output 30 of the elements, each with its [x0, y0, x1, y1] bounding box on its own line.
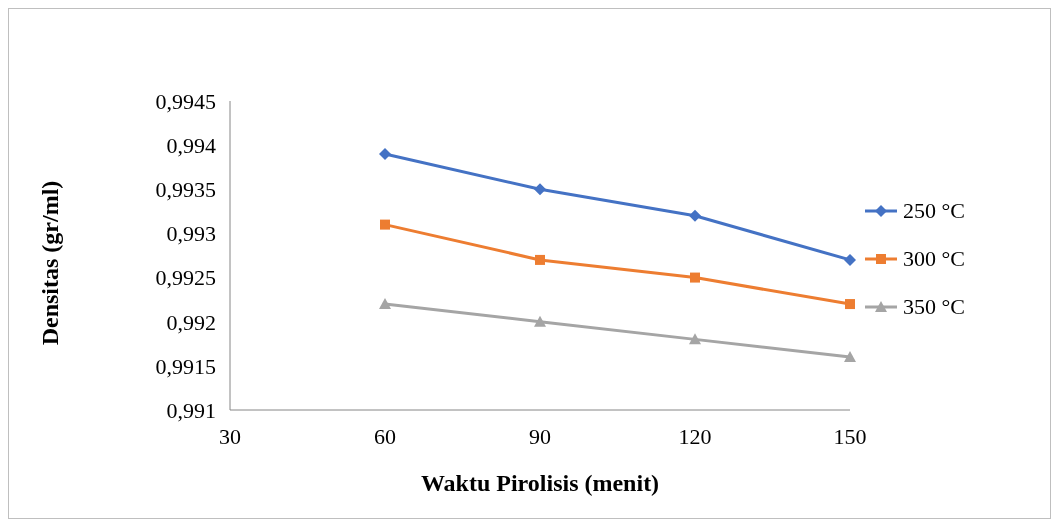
- y-tick-label: 0,992: [166, 309, 216, 335]
- legend-label: 250 °C: [903, 198, 965, 224]
- point: [845, 299, 855, 310]
- x-tick-label: 150: [833, 423, 867, 449]
- point: [690, 272, 700, 283]
- point: [534, 315, 546, 327]
- legend-label: 350 °C: [903, 294, 965, 320]
- y-axis-title: Densitas (gr/ml): [36, 180, 64, 346]
- y-tick-label: 0,9935: [155, 177, 216, 203]
- point: [380, 219, 390, 230]
- legend-label: 300 °C: [903, 246, 965, 272]
- x-tick-label: 120: [678, 423, 712, 449]
- y-tick-label: 0,993: [166, 221, 216, 247]
- x-axis-title: Waktu Pirolisis (menit): [420, 469, 660, 497]
- point: [379, 147, 391, 160]
- point: [535, 254, 545, 265]
- point: [379, 298, 391, 310]
- point: [844, 351, 856, 363]
- x-tick-label: 60: [374, 423, 396, 449]
- y-tick-label: 0,9925: [155, 265, 216, 291]
- y-tick-label: 0,991: [166, 397, 216, 423]
- y-tick-label: 0,9945: [155, 88, 216, 114]
- point: [534, 183, 546, 196]
- point: [844, 253, 856, 266]
- y-tick-label: 0,994: [166, 132, 216, 158]
- point: [689, 209, 701, 222]
- y-tick-label: 0,9915: [155, 353, 216, 379]
- x-tick-label: 90: [529, 423, 551, 449]
- point: [689, 333, 701, 345]
- x-tick-label: 30: [219, 423, 241, 449]
